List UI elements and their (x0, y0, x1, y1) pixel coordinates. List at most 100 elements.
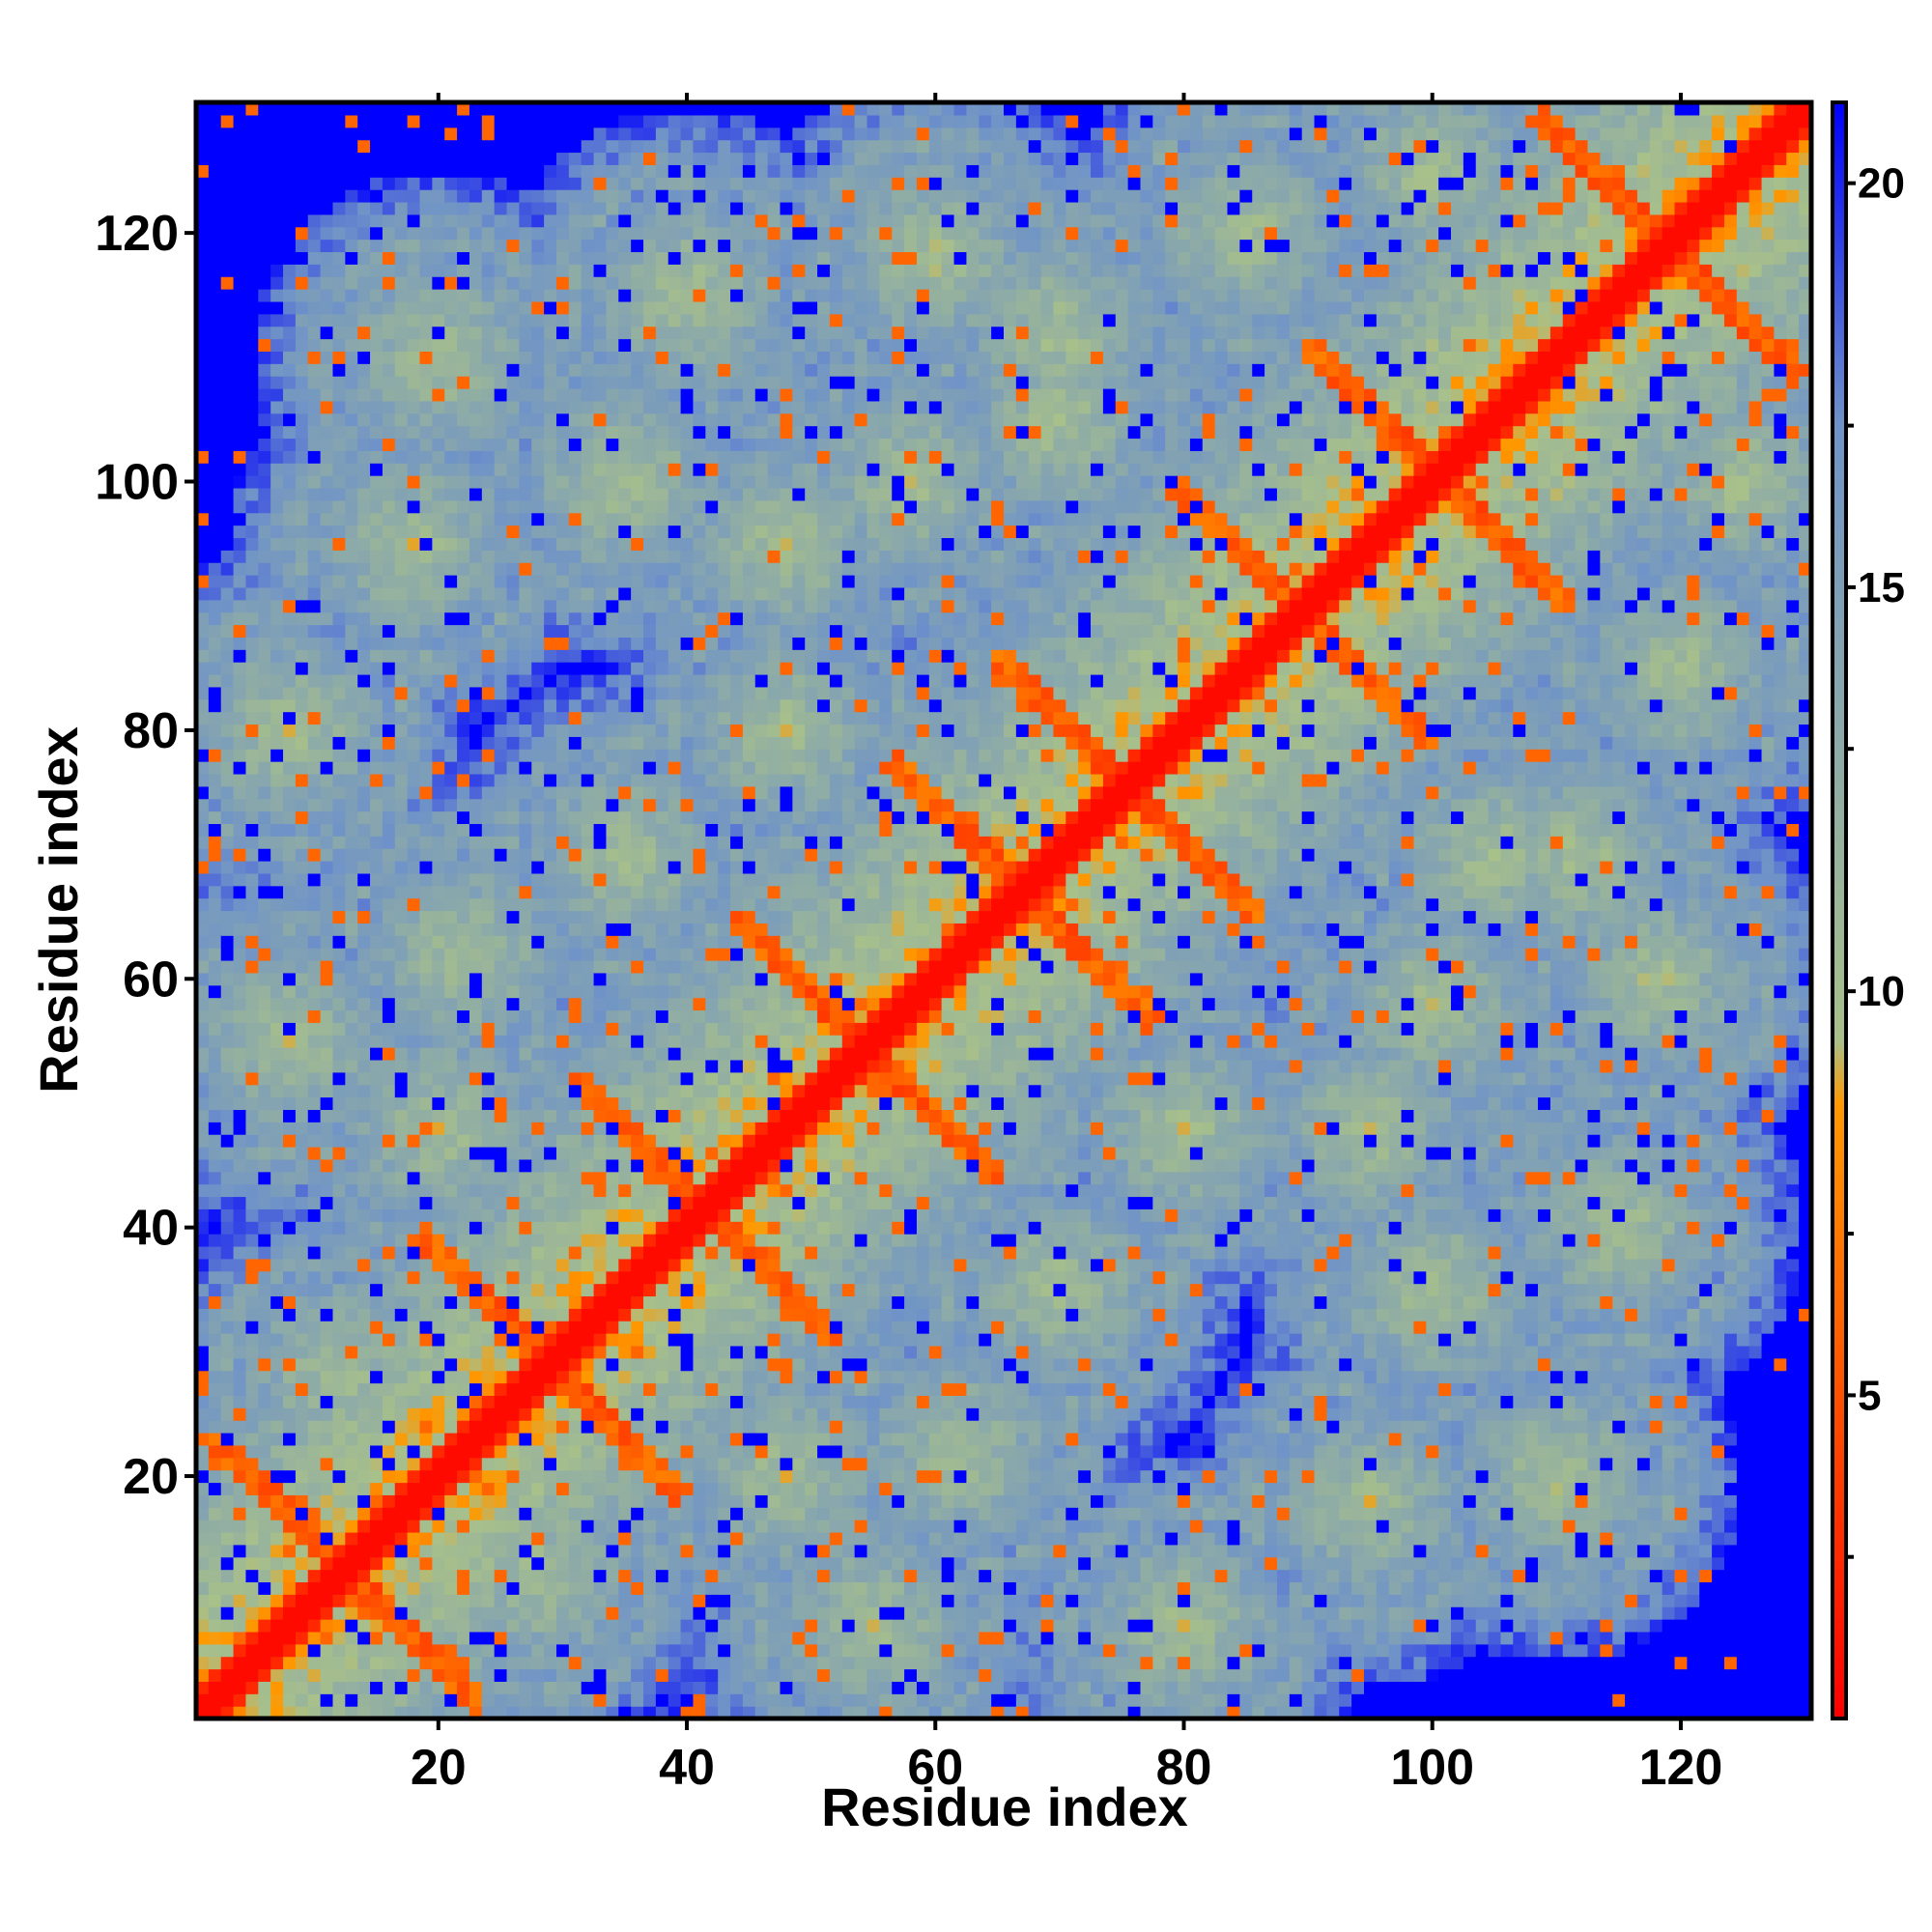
heatmap-cell (643, 1245, 657, 1260)
heatmap-cell (295, 1321, 309, 1334)
heatmap-cell (233, 1208, 247, 1222)
heatmap-cell (494, 300, 508, 315)
heatmap-cell (370, 810, 384, 825)
heatmap-cell (419, 972, 433, 986)
heatmap-cell (270, 313, 284, 327)
heatmap-cell (581, 1059, 595, 1073)
heatmap-cell (432, 1606, 445, 1620)
heatmap-cell (220, 239, 235, 253)
heatmap-cell (345, 425, 358, 440)
heatmap-cell (593, 1321, 608, 1334)
heatmap-cell (506, 376, 520, 389)
heatmap-cell (307, 351, 322, 364)
heatmap-cell (618, 338, 632, 352)
heatmap-cell (357, 624, 371, 638)
heatmap-cell (544, 152, 557, 165)
heatmap-cell (568, 686, 582, 700)
heatmap-cell (568, 1606, 582, 1620)
heatmap-cell (555, 1444, 570, 1459)
heatmap-cell (283, 586, 297, 601)
heatmap-cell (618, 823, 632, 837)
heatmap-cell (581, 300, 595, 315)
heatmap-cell (394, 698, 409, 713)
heatmap-cell (345, 1643, 358, 1658)
heatmap-cell (494, 1544, 508, 1558)
heatmap-cell (544, 836, 557, 849)
heatmap-cell (357, 923, 371, 936)
heatmap-cell (370, 1444, 384, 1459)
heatmap-cell (258, 1544, 271, 1558)
heatmap-cell (568, 376, 582, 389)
heatmap-cell (457, 749, 470, 762)
heatmap-cell (643, 487, 657, 501)
heatmap-cell (370, 761, 384, 775)
heatmap-cell (394, 773, 409, 787)
heatmap-cell (245, 1395, 259, 1408)
heatmap-cell (568, 114, 582, 128)
heatmap-cell (208, 749, 222, 762)
heatmap-cell (631, 487, 644, 501)
heatmap-cell (419, 127, 433, 141)
heatmap-cell (345, 1109, 358, 1122)
heatmap-cell (382, 450, 396, 464)
heatmap-cell (581, 1420, 595, 1434)
heatmap-cell (444, 1407, 458, 1421)
heatmap-cell (208, 1444, 222, 1459)
heatmap-cell (631, 749, 644, 762)
heatmap-cell (370, 649, 384, 663)
heatmap-cell (419, 226, 433, 241)
heatmap-cell (631, 611, 644, 626)
heatmap-cell (457, 1569, 470, 1583)
heatmap-cell (258, 1147, 271, 1160)
heatmap-cell (270, 1295, 284, 1309)
heatmap-cell (196, 948, 210, 961)
heatmap-cell (320, 1009, 334, 1023)
heatmap-cell (581, 1258, 595, 1272)
heatmap-cell (220, 1096, 235, 1111)
heatmap-cell (481, 959, 496, 974)
heatmap-cell (444, 897, 458, 912)
heatmap-cell (357, 897, 371, 912)
heatmap-cell (506, 1345, 520, 1359)
heatmap-cell (295, 624, 309, 638)
heatmap-cell (494, 662, 508, 675)
heatmap-cell (419, 1656, 433, 1670)
heatmap-cell (208, 1158, 222, 1173)
heatmap-cell (258, 1656, 271, 1670)
heatmap-cell (382, 848, 396, 862)
heatmap-cell (631, 1022, 644, 1036)
heatmap-cell (307, 923, 322, 936)
heatmap-cell (419, 1382, 433, 1396)
heatmap-cell (382, 575, 396, 588)
heatmap-cell (196, 1147, 210, 1160)
heatmap-cell (469, 823, 483, 837)
heatmap-cell (506, 1295, 520, 1309)
heatmap-cell (220, 1433, 235, 1446)
heatmap-cell (469, 487, 483, 501)
heatmap-cell (345, 997, 358, 1011)
heatmap-cell (531, 1594, 545, 1607)
heatmap-cell (606, 1469, 619, 1484)
heatmap-cell (581, 450, 595, 464)
heatmap-cell (407, 1531, 421, 1546)
heatmap-cell (370, 1668, 384, 1682)
heatmap-cell (655, 848, 669, 862)
heatmap-cell (432, 537, 445, 551)
heatmap-cell (407, 1022, 421, 1036)
heatmap-cell (320, 276, 334, 290)
heatmap-cell (618, 425, 632, 440)
heatmap-cell (469, 1345, 483, 1359)
heatmap-cell (283, 897, 297, 912)
heatmap-cell (245, 537, 259, 551)
heatmap-cell (531, 201, 545, 215)
heatmap-cell (655, 1357, 669, 1372)
heatmap-cell (531, 1171, 545, 1185)
heatmap-cell (345, 463, 358, 476)
heatmap-cell (307, 289, 322, 302)
heatmap-cell (606, 897, 619, 912)
heatmap-cell (643, 226, 657, 241)
heatmap-cell (457, 1693, 470, 1707)
heatmap-cell (394, 1295, 409, 1309)
heatmap-cell (531, 550, 545, 563)
heatmap-cell (544, 1606, 557, 1620)
